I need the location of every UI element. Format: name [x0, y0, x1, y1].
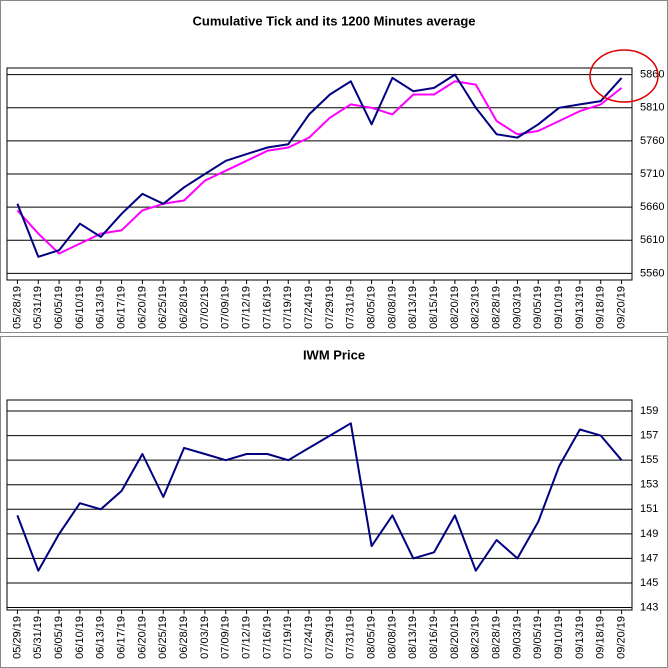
x-tick-label: 09/13/19: [574, 286, 586, 329]
data-line: [16, 422, 623, 572]
x-tick-label: 09/03/19: [511, 616, 523, 659]
x-tick-label: 08/20/19: [449, 616, 461, 659]
x-tick-label: 08/13/19: [407, 616, 419, 659]
y-tick-label: 5660: [640, 201, 664, 213]
y-tick-label: 145: [640, 577, 658, 589]
x-tick-label: 06/20/19: [136, 286, 148, 329]
x-tick-label: 06/28/19: [178, 616, 190, 659]
x-tick-label: 07/31/19: [345, 286, 357, 329]
x-tick-label: 05/31/19: [32, 286, 44, 329]
x-tick-label: 08/13/19: [407, 286, 419, 329]
x-tick-label: 08/23/19: [470, 286, 482, 329]
x-tick-label: 07/12/19: [240, 286, 252, 329]
x-tick-label: 06/05/19: [53, 286, 65, 329]
y-tick-label: 5560: [640, 267, 664, 279]
x-tick-label: 07/19/19: [282, 616, 294, 659]
x-tick-label: 07/24/19: [303, 616, 315, 659]
x-tick-label: 08/08/19: [386, 286, 398, 329]
x-tick-label: 09/10/19: [553, 286, 565, 329]
plot-area: [6, 399, 633, 611]
x-tick-label: 09/20/19: [615, 286, 627, 329]
x-tick-label: 08/23/19: [470, 616, 482, 659]
x-tick-label: 08/08/19: [386, 616, 398, 659]
x-tick-label: 06/25/19: [157, 286, 169, 329]
x-tick-label: 08/15/19: [428, 286, 440, 329]
y-tick-label: 5760: [640, 135, 664, 147]
x-tick-label: 09/05/19: [532, 616, 544, 659]
x-tick-label: 08/16/19: [428, 616, 440, 659]
x-tick-label: 06/28/19: [178, 286, 190, 329]
x-tick-label: 07/09/19: [220, 286, 232, 329]
x-tick-label: 07/24/19: [303, 286, 315, 329]
plots: 5560 5610 5660 5710 5760 5810 5860 05/28/19 05/3…: [6, 67, 664, 659]
y-tick-label: 157: [640, 430, 658, 442]
x-tick-label: 09/13/19: [574, 616, 586, 659]
x-tick-label: 06/10/19: [74, 286, 86, 329]
x-tick-label: 07/02/19: [199, 286, 211, 329]
y-tick-label: 155: [640, 454, 658, 466]
panel-border: [0, 336, 668, 668]
x-tick-label: 07/09/19: [220, 616, 232, 659]
x-tick-label: 07/29/19: [324, 286, 336, 329]
y-tick-label: 153: [640, 479, 658, 491]
y-tick-label: 159: [640, 405, 658, 417]
x-tick-label: 06/10/19: [74, 616, 86, 659]
x-tick-label: 06/13/19: [95, 286, 107, 329]
y-tick-label: 147: [640, 552, 658, 564]
highlight-circle: [589, 49, 659, 103]
x-tick-label: 08/28/19: [490, 616, 502, 659]
x-tick-label: 07/12/19: [240, 616, 252, 659]
chart-title: IWM Price: [303, 347, 365, 362]
y-tick-label: 151: [640, 503, 658, 515]
y-tick-label: 5710: [640, 168, 664, 180]
x-tick-label: 08/05/19: [365, 616, 377, 659]
panel-border: [0, 0, 668, 333]
x-tick-label: 06/13/19: [95, 616, 107, 659]
x-tick-label: 09/18/19: [595, 286, 607, 329]
x-tick-label: 08/20/19: [449, 286, 461, 329]
x-tick-label: 07/03/19: [199, 616, 211, 659]
x-tick-label: 06/05/19: [53, 616, 65, 659]
y-tick-label: 5610: [640, 234, 664, 246]
y-tick-label: 5810: [640, 102, 664, 114]
x-tick-label: 07/29/19: [324, 616, 336, 659]
x-tick-label: 05/29/19: [11, 616, 23, 659]
y-tick-label: 143: [640, 601, 658, 613]
x-tick-label: 07/31/19: [345, 616, 357, 659]
x-tick-label: 07/19/19: [282, 286, 294, 329]
x-tick-label: 07/16/19: [261, 286, 273, 329]
x-tick-label: 07/16/19: [261, 616, 273, 659]
x-tick-label: 06/25/19: [157, 616, 169, 659]
data-line: [16, 73, 623, 258]
chart-title: Cumulative Tick and its 1200 Minutes ave…: [193, 13, 476, 28]
x-tick-label: 09/03/19: [511, 286, 523, 329]
x-tick-label: 05/31/19: [32, 616, 44, 659]
x-tick-label: 09/05/19: [532, 286, 544, 329]
x-tick-label: 09/10/19: [553, 616, 565, 659]
x-tick-label: 06/20/19: [136, 616, 148, 659]
y-tick-label: 149: [640, 528, 658, 540]
data-line: [16, 80, 623, 255]
x-tick-label: 09/18/19: [595, 616, 607, 659]
x-tick-label: 05/28/19: [11, 286, 23, 329]
x-tick-label: 08/28/19: [490, 286, 502, 329]
x-tick-label: 08/05/19: [365, 286, 377, 329]
x-tick-label: 09/20/19: [615, 616, 627, 659]
x-tick-label: 06/17/19: [115, 616, 127, 659]
y-tick-label: 5860: [640, 69, 664, 81]
x-tick-label: 06/17/19: [115, 286, 127, 329]
